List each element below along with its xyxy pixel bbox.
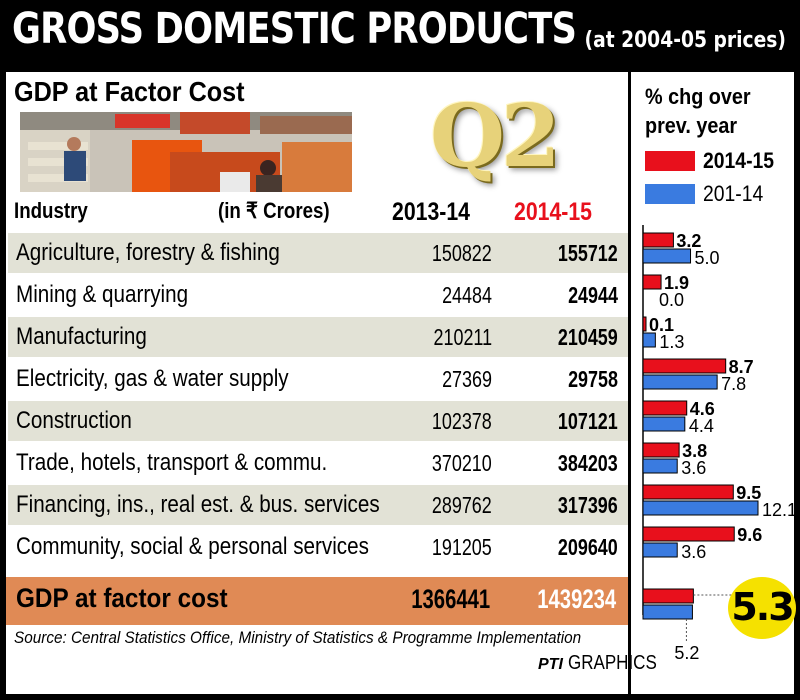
table-row: Community, social & personal services 191… — [8, 527, 628, 567]
credit-agency: PTI — [538, 656, 563, 673]
col-header-unit: (in ₹ Crores) — [218, 198, 330, 223]
bar-label-2013-14: 7.8 — [721, 374, 746, 394]
value-2014-15: 29758 — [568, 366, 618, 392]
bar-label-2014-15: 0.1 — [649, 315, 674, 335]
bar-2013-14 — [642, 604, 693, 620]
bar-2013-14 — [642, 458, 678, 474]
value-2013-14: 370210 — [432, 450, 492, 476]
header: GROSS DOMESTIC PRODUCTS (at 2004-05 pric… — [0, 0, 800, 68]
change-bar-chart: 3.25.01.90.00.11.38.77.84.64.43.83.69.51… — [642, 225, 797, 663]
industry-name: Electricity, gas & water supply — [16, 365, 289, 392]
value-2013-14: 27369 — [442, 366, 492, 392]
main-title: GROSS DOMESTIC PRODUCTS — [12, 4, 577, 54]
value-2014-15: 210459 — [558, 324, 618, 350]
source-note: Source: Central Statistics Office, Minis… — [14, 628, 582, 647]
col-header-industry: Industry — [14, 198, 88, 223]
industry-name: Financing, ins., real est. & bus. servic… — [16, 491, 380, 518]
legend-label: 2014-15 — [703, 148, 775, 173]
bar-label-2013-14: 0.0 — [659, 290, 684, 310]
gdp-growth-badge: 5.3 — [728, 577, 796, 639]
table-row: Agriculture, forestry & fishing 150822 155… — [8, 233, 628, 273]
bar-label-2013-14: 12.1 — [762, 500, 797, 520]
legend-title-line2: prev. year — [645, 113, 738, 138]
industry-name: Community, social & personal services — [16, 533, 369, 560]
table-row: Construction 102378 107121 — [8, 401, 628, 441]
bar-2013-14 — [642, 500, 759, 516]
bar-label-2013-14: 3.6 — [681, 542, 706, 562]
industry-name: Agriculture, forestry & fishing — [16, 239, 280, 266]
total-value-2013-14: 1366441 — [411, 584, 490, 614]
bar-2013-14 — [642, 542, 678, 558]
bar-2014-15 — [642, 442, 680, 458]
total-row: GDP at factor cost 1366441 1439234 — [6, 577, 628, 625]
bar-2014-15 — [642, 274, 662, 290]
bar-label-2013-14: 1.3 — [659, 332, 684, 352]
value-2014-15: 209640 — [558, 534, 618, 560]
value-2014-15: 24944 — [568, 282, 618, 308]
bar-2013-14 — [642, 332, 656, 348]
legend-label: 201-14 — [703, 181, 764, 206]
legend-swatch-blue — [645, 184, 695, 204]
subtitle: (at 2004-05 prices) — [584, 28, 786, 53]
total-label: GDP at factor cost — [16, 583, 228, 613]
col-header-2013-14: 2013-14 — [392, 198, 470, 226]
industry-name: Mining & quarrying — [16, 281, 189, 308]
bar-label-2013-14: 3.6 — [681, 458, 706, 478]
bar-2014-15 — [642, 588, 694, 604]
bar-label-2014-15: 1.9 — [664, 273, 689, 293]
value-2013-14: 24484 — [442, 282, 492, 308]
value-2014-15: 155712 — [558, 240, 618, 266]
bar-label-2014-15: 3.2 — [676, 231, 701, 251]
industry-name: Manufacturing — [16, 323, 147, 350]
section-title: GDP at Factor Cost — [14, 76, 245, 107]
credit-label: GRAPHICS — [568, 652, 658, 674]
value-2014-15: 107121 — [558, 408, 618, 434]
bar-2014-15 — [642, 400, 688, 416]
store-photo — [20, 112, 352, 192]
value-2013-14: 102378 — [432, 408, 492, 434]
store-photo-illustration — [20, 112, 352, 192]
bar-2013-14 — [642, 248, 692, 264]
bar-label-2014-15: 9.6 — [737, 525, 762, 545]
bar-2014-15 — [642, 316, 647, 332]
industry-name: Construction — [16, 407, 132, 434]
table-row: Trade, hotels, transport & commu. 370210 3… — [8, 443, 628, 483]
credit: PTI GRAPHICS — [538, 652, 673, 676]
bar-2014-15 — [642, 232, 674, 248]
bar-label-2013-14: 5.0 — [695, 248, 720, 268]
legend-swatch-red — [645, 151, 695, 171]
value-2014-15: 317396 — [558, 492, 618, 518]
bar-label-2014-15: 4.6 — [690, 399, 715, 419]
table-row: Financing, ins., real est. & bus. servic… — [8, 485, 628, 525]
legend-title: % chg over prev. year — [645, 82, 751, 140]
bar-2014-15 — [642, 358, 727, 374]
bar-2014-15 — [642, 484, 734, 500]
table-row: Mining & quarrying 24484 24944 — [8, 275, 628, 315]
bar-label-2013-14: 5.2 — [674, 643, 699, 663]
table-row: Manufacturing 210211 210459 — [8, 317, 628, 357]
col-header-2014-15: 2014-15 — [514, 198, 592, 226]
table-row: Electricity, gas & water supply 27369 2975… — [8, 359, 628, 399]
bar-2014-15 — [642, 526, 735, 542]
value-2013-14: 210211 — [433, 324, 492, 350]
bar-label-2014-15: 3.8 — [682, 441, 707, 461]
bar-label-2013-14: 4.4 — [689, 416, 714, 436]
legend-title-line1: % chg over — [645, 84, 751, 109]
industry-name: Trade, hotels, transport & commu. — [16, 449, 328, 476]
total-value-2014-15: 1439234 — [537, 584, 616, 614]
value-2013-14: 289762 — [432, 492, 492, 518]
quarter-badge: Q2 — [430, 86, 561, 187]
bar-2013-14 — [642, 416, 686, 432]
bar-label-2014-15: 9.5 — [736, 483, 761, 503]
bar-label-2014-15: 8.7 — [729, 357, 754, 377]
column-divider — [628, 72, 631, 694]
value-2013-14: 150822 — [432, 240, 492, 266]
bar-2013-14 — [642, 374, 718, 390]
value-2013-14: 191205 — [432, 534, 492, 560]
value-2014-15: 384203 — [558, 450, 618, 476]
gdp-growth-value: 5.3 — [731, 585, 794, 629]
